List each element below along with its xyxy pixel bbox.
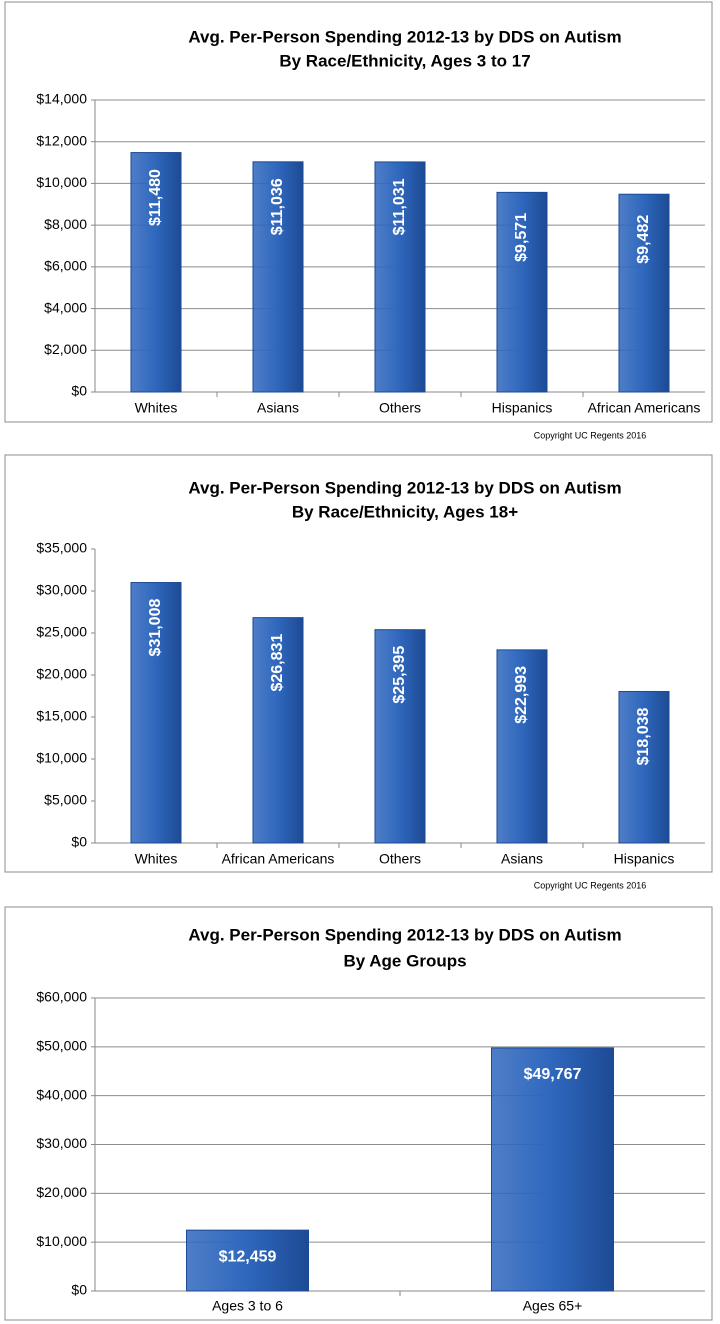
chart-subtitle: By Race/Ethnicity, Ages 3 to 17 [279,51,530,70]
value-label: $11,031 [391,178,408,235]
y-tick-label: $40,000 [36,1086,87,1102]
y-tick-label: $60,000 [36,989,87,1005]
y-tick-label: $4,000 [44,299,87,315]
x-tick-label: Asians [501,851,543,867]
bar [252,161,304,393]
y-tick-label: $14,000 [36,91,87,107]
y-tick-label: $10,000 [36,1233,87,1249]
x-tick-label: Whites [135,400,178,416]
bar [496,649,548,844]
x-tick-label: Ages 65+ [523,1298,583,1314]
y-tick-label: $0 [71,383,87,399]
x-tick-label: Hispanics [614,851,675,867]
value-label: $18,038 [635,707,652,765]
x-tick-label: African Americans [588,400,701,416]
y-tick-label: $15,000 [36,708,87,724]
y-tick-label: $6,000 [44,258,87,274]
chart-subtitle: By Age Groups [343,951,466,970]
x-tick-label: Hispanics [492,400,553,416]
x-tick-label: African Americans [222,851,335,867]
chart-frame [4,1,713,423]
bar [374,629,426,844]
source-note: Copyright UC Regents 2016 [534,880,647,890]
x-tick-label: Whites [135,851,178,867]
value-label: $12,459 [219,1248,277,1265]
y-tick-label: $2,000 [44,341,87,357]
y-tick-label: $0 [71,834,87,850]
bar [491,1047,614,1292]
chart-title: Avg. Per-Person Spending 2012-13 by DDS … [188,925,621,944]
x-tick-label: Others [379,851,421,867]
value-label: $25,395 [391,646,408,704]
value-label: $22,993 [513,666,530,724]
y-tick-label: $30,000 [36,1135,87,1151]
chart-frame [4,454,713,873]
value-label: $9,482 [635,215,652,264]
value-label: $11,480 [147,169,164,226]
chart-title: Avg. Per-Person Spending 2012-13 by DDS … [188,27,621,46]
bar [374,161,426,393]
bar [130,582,182,844]
bar [618,690,670,844]
y-tick-label: $8,000 [44,216,87,232]
source-note: Copyright UC Regents 2016 [534,430,647,440]
value-label: $9,571 [513,213,530,262]
bar [618,193,670,393]
y-tick-label: $10,000 [36,174,87,190]
y-tick-label: $20,000 [36,1184,87,1200]
y-tick-label: $0 [71,1282,87,1298]
y-tick-label: $30,000 [36,582,87,598]
x-tick-label: Ages 3 to 6 [212,1298,283,1314]
bar [252,617,304,844]
chart-subtitle: By Race/Ethnicity, Ages 18+ [292,502,518,521]
y-tick-label: $5,000 [44,792,87,808]
bar [186,1229,309,1292]
value-label: $31,008 [147,599,164,657]
value-label: $11,036 [269,178,286,235]
y-tick-label: $20,000 [36,666,87,682]
y-tick-label: $50,000 [36,1038,87,1054]
bar [496,191,548,393]
chart-title: Avg. Per-Person Spending 2012-13 by DDS … [188,478,621,497]
value-label: $49,767 [524,1066,582,1083]
x-tick-label: Others [379,400,421,416]
value-label: $26,831 [269,634,286,692]
chart-frame [4,906,713,1321]
x-tick-label: Asians [257,400,299,416]
y-tick-label: $35,000 [36,540,87,556]
y-tick-label: $25,000 [36,624,87,640]
y-tick-label: $12,000 [36,132,87,148]
bar [130,152,182,393]
y-tick-label: $10,000 [36,750,87,766]
